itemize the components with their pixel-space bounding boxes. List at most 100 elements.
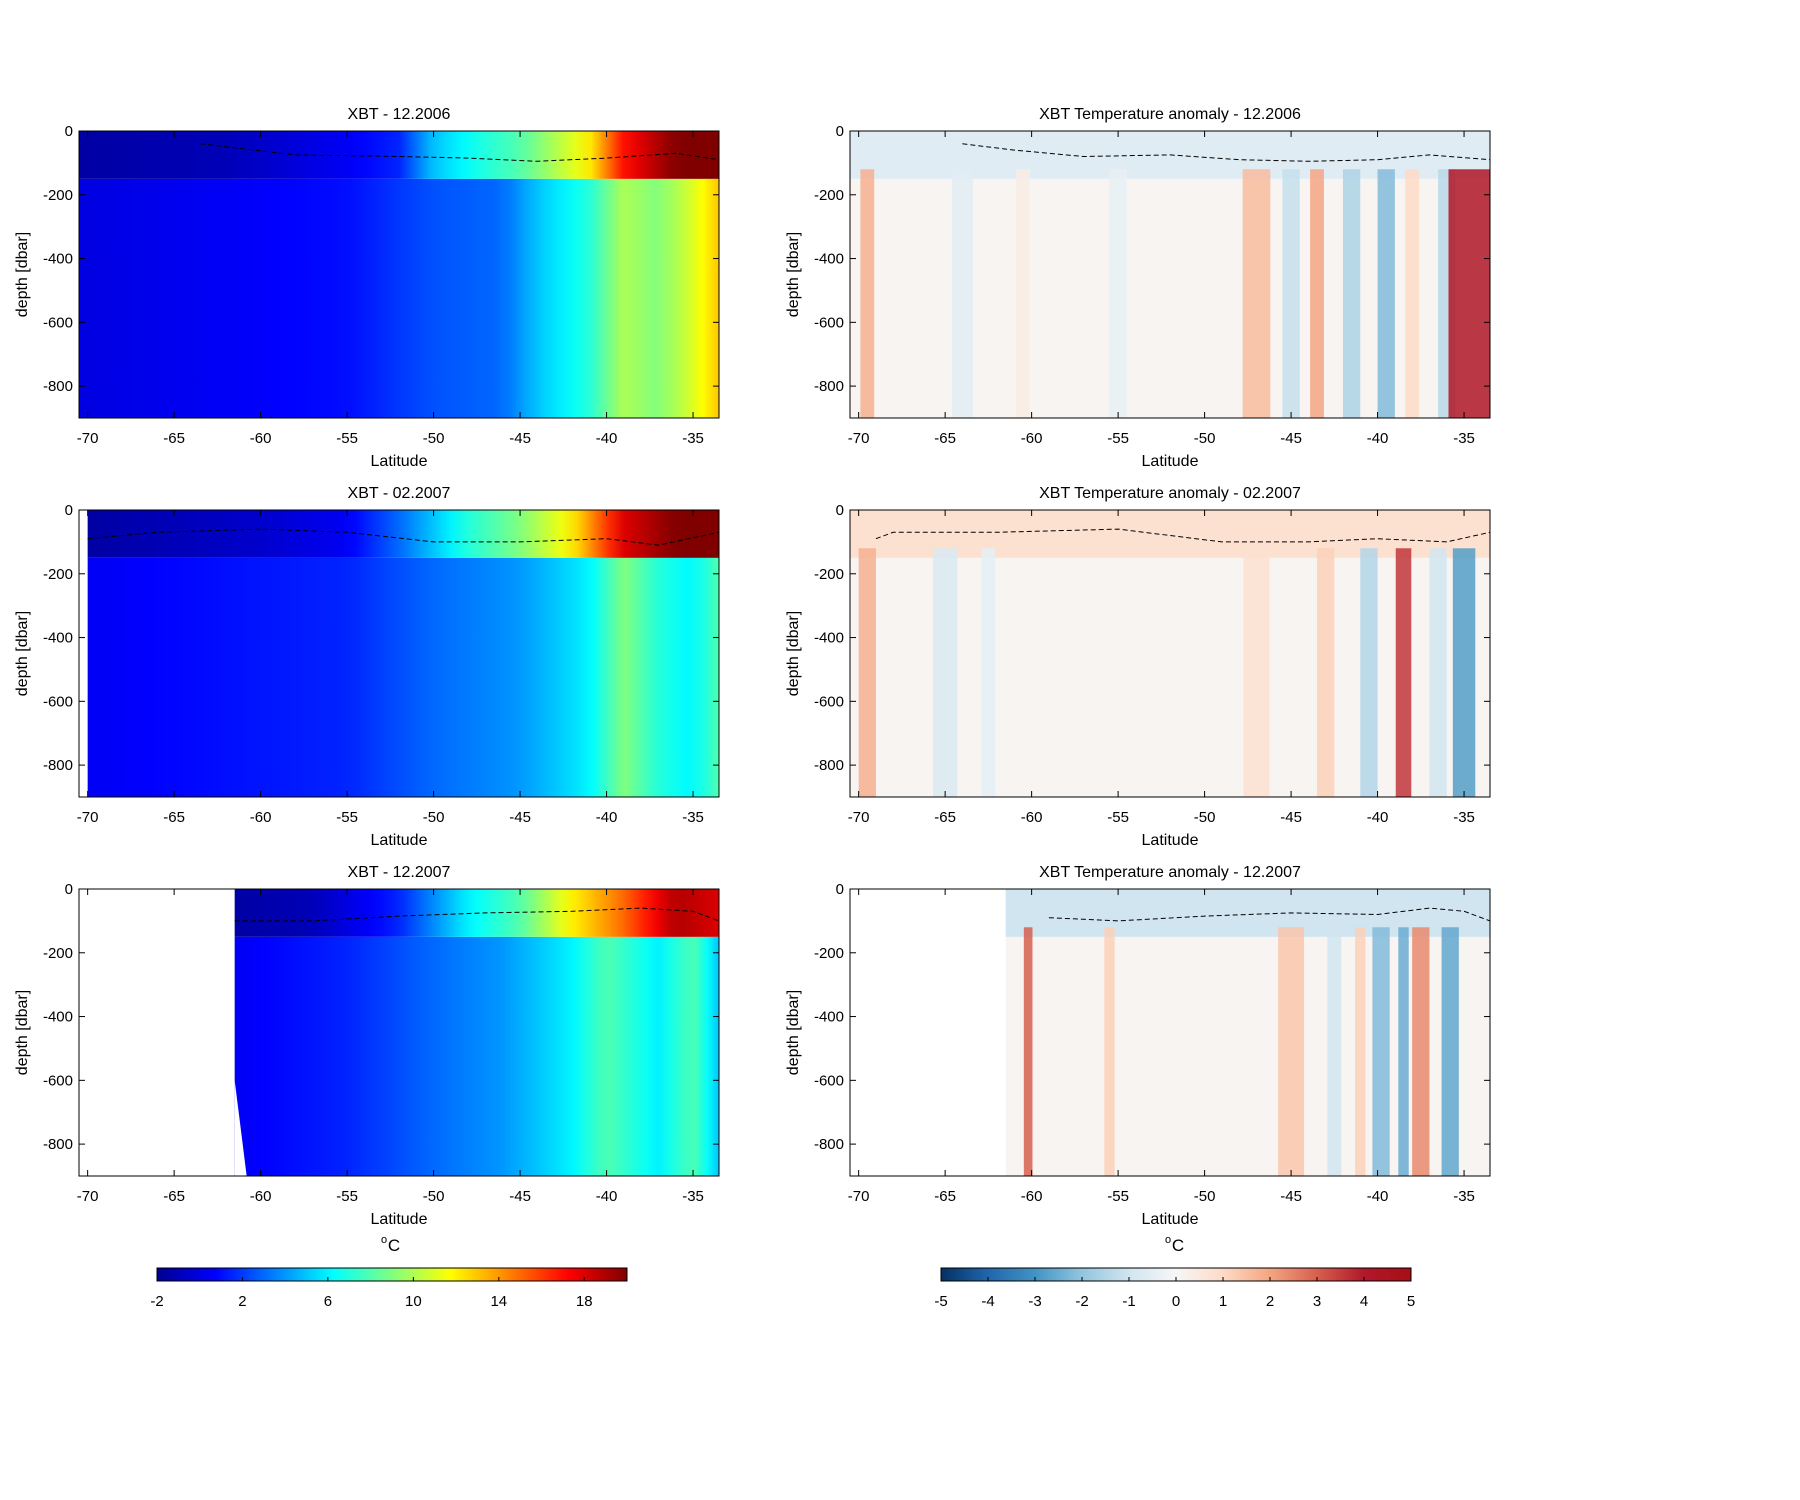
chart-title: XBT - 12.2006 — [348, 106, 451, 123]
x-tick-label: -65 — [934, 430, 956, 447]
anomaly-stripe — [1242, 169, 1271, 418]
x-tick-label: -70 — [848, 809, 870, 826]
y-tick-label: -200 — [43, 187, 73, 204]
anomaly-stripe — [1448, 169, 1490, 418]
chart-title: XBT - 02.2007 — [348, 485, 451, 502]
colorbar-unit: C — [388, 1236, 400, 1255]
x-tick-label: -35 — [1453, 1188, 1475, 1205]
x-tick-label: -60 — [250, 809, 272, 826]
x-tick-label: -40 — [1367, 1188, 1389, 1205]
colorbar-tick-label: 0 — [1172, 1293, 1180, 1310]
colorbar-tick-label: 1 — [1219, 1293, 1227, 1310]
data-field — [1005, 889, 1490, 1176]
y-tick-label: -600 — [814, 1072, 844, 1089]
anomaly-stripe — [1372, 927, 1390, 1176]
axes-frame — [849, 509, 1491, 798]
data-field — [234, 889, 719, 1176]
colorbar-anomaly: o C -5 -4 -3 -2 -1 0 1 2 3 4 5 — [934, 1234, 1415, 1310]
colorbar-tick-label: 2 — [238, 1293, 246, 1310]
anomaly-stripe — [1355, 927, 1366, 1176]
x-tick-label: -50 — [423, 1188, 445, 1205]
colorbar-gradient — [156, 1267, 628, 1282]
y-tick-label: -800 — [814, 378, 844, 395]
y-tick-label: 0 — [836, 502, 844, 519]
x-tick-label: -65 — [163, 809, 185, 826]
x-tick-label: -35 — [682, 809, 704, 826]
colorbar-tick-label: 6 — [324, 1293, 332, 1310]
mixed-layer-depth-line — [875, 528, 1490, 543]
surface-layer — [87, 510, 719, 558]
y-axis-label: depth [dbar] — [14, 611, 31, 696]
y-tick-label: -800 — [43, 757, 73, 774]
colorbar-tick-label: 18 — [576, 1293, 593, 1310]
chart-title: XBT Temperature anomaly - 12.2007 — [1039, 864, 1301, 881]
panel-temperature-1: -70 -65 -60 -55 -50 -45 -40 -35 0 -200 -400 -600 -80… — [14, 106, 720, 470]
x-axis-label: Latitude — [1142, 453, 1199, 470]
x-tick-label: -35 — [682, 1188, 704, 1205]
x-tick-label: -55 — [1107, 809, 1129, 826]
colorbar-tick-label: 3 — [1313, 1293, 1321, 1310]
mixed-layer-depth-line — [234, 907, 719, 922]
x-tick-label: -45 — [509, 809, 531, 826]
colorbar-tick-label: -5 — [934, 1293, 947, 1310]
panel-anomaly-1: -70 -65 -60 -55 -50 -45 -40 -35 0 -200 -400 -600 -80… — [785, 106, 1491, 470]
x-tick-label: -40 — [596, 809, 618, 826]
x-tick-label: -65 — [163, 1188, 185, 1205]
anomaly-stripe — [1360, 548, 1378, 797]
x-axis-label: Latitude — [1142, 1211, 1199, 1228]
panel-anomaly-3: -70 -65 -60 -55 -50 -45 -40 -35 0 -200 -400 -600 -80… — [785, 864, 1491, 1228]
anomaly-stripe — [1429, 548, 1447, 797]
anomaly-stripe — [1405, 169, 1420, 418]
anomaly-stripe — [1243, 548, 1270, 797]
colorbar-tick-label: -3 — [1028, 1293, 1041, 1310]
mixed-layer-depth-line — [962, 143, 1490, 162]
x-tick-label: -70 — [848, 430, 870, 447]
surface-layer — [1005, 889, 1490, 937]
y-axis-label: depth [dbar] — [785, 232, 802, 317]
colorbar-unit-degree: o — [1165, 1234, 1171, 1246]
x-tick-label: -60 — [1021, 430, 1043, 447]
x-tick-label: -55 — [336, 1188, 358, 1205]
y-tick-label: -800 — [43, 1136, 73, 1153]
deep-layer — [87, 557, 719, 797]
y-tick-label: -400 — [814, 251, 844, 268]
x-axis-label: Latitude — [371, 453, 428, 470]
anomaly-stripe — [981, 548, 996, 797]
anomaly-stripe — [1377, 169, 1395, 418]
mixed-layer-depth-line — [1048, 907, 1490, 922]
x-tick-label: -50 — [1194, 1188, 1216, 1205]
y-tick-label: -200 — [814, 945, 844, 962]
colorbar-tick-label: -2 — [150, 1293, 163, 1310]
anomaly-stripe — [1441, 927, 1459, 1176]
x-tick-label: -55 — [336, 430, 358, 447]
x-tick-label: -40 — [1367, 809, 1389, 826]
y-tick-label: -800 — [814, 1136, 844, 1153]
y-axis-label: depth [dbar] — [14, 232, 31, 317]
anomaly-stripe — [952, 169, 973, 418]
anomaly-stripe — [1398, 927, 1409, 1176]
y-tick-label: 0 — [836, 123, 844, 140]
anomaly-stripe — [1016, 169, 1030, 418]
y-tick-label: -400 — [43, 251, 73, 268]
anomaly-stripe — [1317, 548, 1335, 797]
x-tick-label: -70 — [77, 1188, 99, 1205]
axes-frame — [78, 509, 720, 798]
x-tick-label: -35 — [1453, 809, 1475, 826]
x-tick-label: -55 — [1107, 430, 1129, 447]
x-tick-label: -70 — [77, 430, 99, 447]
no-data-wedge — [234, 1080, 247, 1176]
deep-layer — [234, 936, 719, 1176]
x-tick-label: -60 — [250, 1188, 272, 1205]
colorbar-unit-degree: o — [381, 1234, 387, 1246]
y-tick-label: -200 — [43, 566, 73, 583]
y-tick-label: 0 — [836, 881, 844, 898]
x-tick-label: -45 — [1280, 1188, 1302, 1205]
x-tick-label: -35 — [1453, 430, 1475, 447]
panel-temperature-2: -70 -65 -60 -55 -50 -45 -40 -35 0 -200 -400 -600 -80… — [14, 485, 720, 849]
y-tick-label: -600 — [814, 693, 844, 710]
x-tick-label: -60 — [1021, 809, 1043, 826]
y-tick-label: -200 — [814, 187, 844, 204]
deep-layer — [79, 178, 719, 418]
x-tick-label: -40 — [596, 1188, 618, 1205]
x-tick-label: -50 — [1194, 809, 1216, 826]
